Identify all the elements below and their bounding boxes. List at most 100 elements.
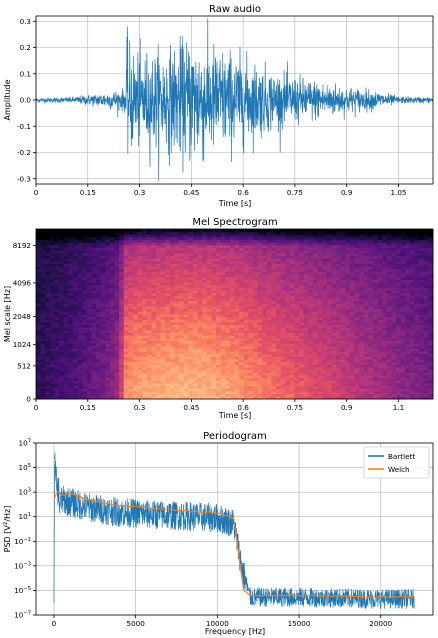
spectrogram-cell — [174, 361, 180, 365]
spectrogram-cell — [239, 369, 245, 373]
spectrogram-cell — [326, 359, 332, 363]
spectrogram-cell — [174, 298, 180, 302]
spectrogram-cell — [206, 292, 212, 296]
spectrogram-cell — [40, 247, 46, 251]
spectrogram-cell — [368, 348, 374, 352]
spectrogram-cell — [234, 340, 240, 344]
spectrogram-cell — [40, 276, 46, 280]
spectrogram-cell — [276, 385, 282, 389]
spectrogram-cell — [206, 250, 212, 254]
spectrogram-cell — [312, 356, 318, 360]
spectrogram-cell — [285, 236, 291, 241]
spectrogram-cell — [77, 364, 83, 368]
spectrogram-cell — [82, 300, 88, 304]
spectrogram-cell — [220, 314, 226, 318]
spectrogram-cell — [54, 279, 60, 283]
spectrogram-cell — [363, 375, 369, 379]
spectrogram-cell — [91, 247, 97, 251]
spectrogram-cell — [82, 367, 88, 371]
spectrogram-cell — [368, 252, 374, 256]
spectrogram-cell — [243, 292, 249, 296]
spectrogram-cell — [142, 255, 148, 259]
spectrogram-cell — [368, 353, 374, 357]
spectrogram-cell — [114, 255, 120, 259]
spectrogram-cell — [345, 316, 351, 320]
spectrogram-cell — [326, 388, 332, 392]
spectrogram-cell — [220, 348, 226, 352]
spectrogram-cell — [36, 244, 42, 248]
spectrogram-cell — [68, 234, 74, 238]
spectrogram-cell — [151, 244, 157, 248]
spectrogram-cell — [96, 337, 102, 341]
spectrogram-cell — [206, 340, 212, 344]
spectrogram-cell — [354, 393, 360, 397]
spectrogram-cell — [160, 231, 166, 235]
spectrogram-cell — [289, 348, 295, 352]
spectrogram-cell — [156, 372, 162, 376]
spectrogram-cell — [257, 329, 263, 333]
spectrogram-cell — [225, 345, 231, 349]
spectrogram-cell — [72, 290, 78, 294]
spectrogram-cell — [220, 321, 226, 326]
spectrogram-cell — [192, 375, 198, 379]
spectrogram-cell — [142, 319, 148, 323]
spectrogram-cell — [243, 367, 249, 371]
spectrogram-cell — [225, 266, 231, 270]
spectrogram-cell — [151, 276, 157, 280]
spectrogram-cell — [36, 377, 42, 381]
spectrogram-cell — [151, 236, 157, 241]
spectrogram-cell — [179, 348, 185, 352]
spectrogram-cell — [252, 383, 258, 387]
spectrogram-cell — [68, 345, 74, 349]
spectrogram-cell — [382, 295, 388, 299]
spectrogram-cell — [128, 263, 134, 267]
spectrogram-cell — [169, 391, 175, 395]
spectrogram-cell — [312, 364, 318, 368]
spectrogram-cell — [146, 284, 152, 288]
spectrogram-cell — [146, 337, 152, 341]
spectrogram-cell — [206, 393, 212, 397]
spectrogram-cell — [105, 290, 111, 294]
spectrogram-cell — [216, 324, 222, 328]
spectrogram-cell — [100, 383, 106, 387]
spectrogram-cell — [336, 295, 342, 299]
spectrogram-cell — [340, 324, 346, 328]
spectrogram-cell — [308, 369, 314, 373]
spectrogram-cell — [54, 284, 60, 288]
spectrogram-cell — [363, 284, 369, 288]
spectrogram-cell — [151, 247, 157, 251]
spectrogram-cell — [160, 391, 166, 395]
spectrogram-cell — [45, 369, 51, 373]
spectrogram-cell — [257, 268, 263, 272]
spectrogram-cell — [326, 377, 332, 381]
spectrogram-cell — [285, 367, 291, 371]
spectrogram-cell — [36, 260, 42, 264]
spectrogram-cell — [349, 284, 355, 288]
spectrogram-cell — [248, 329, 254, 333]
spectrogram-cell — [192, 306, 198, 310]
spectrogram-cell — [252, 351, 258, 355]
spectrogram-cell — [368, 319, 374, 323]
spectrogram-cell — [169, 375, 175, 379]
spectrogram-cell — [169, 306, 175, 310]
spectrogram-cell — [303, 255, 309, 259]
spectrogram-cell — [216, 242, 222, 246]
spectrogram-cell — [137, 303, 143, 307]
spectrogram-cell — [174, 311, 180, 315]
spectrogram-cell — [294, 380, 300, 384]
spectrogram-cell — [54, 343, 60, 347]
spectrogram-cell — [326, 250, 332, 254]
spectrogram-cell — [45, 367, 51, 371]
spectrogram-cell — [312, 375, 318, 379]
spectrogram-cell — [137, 308, 143, 312]
spectrogram-cell — [266, 311, 272, 315]
spectrogram-cell — [36, 308, 42, 312]
spectrogram-cell — [72, 314, 78, 318]
spectrogram-cell — [105, 229, 111, 233]
spectrogram-cell — [312, 348, 318, 352]
spectrogram-cell — [169, 229, 175, 233]
spectrogram-cell — [359, 314, 365, 318]
spectrogram-cell — [289, 234, 295, 238]
spectrogram-cell — [345, 367, 351, 371]
spectrogram-cell — [183, 229, 189, 233]
